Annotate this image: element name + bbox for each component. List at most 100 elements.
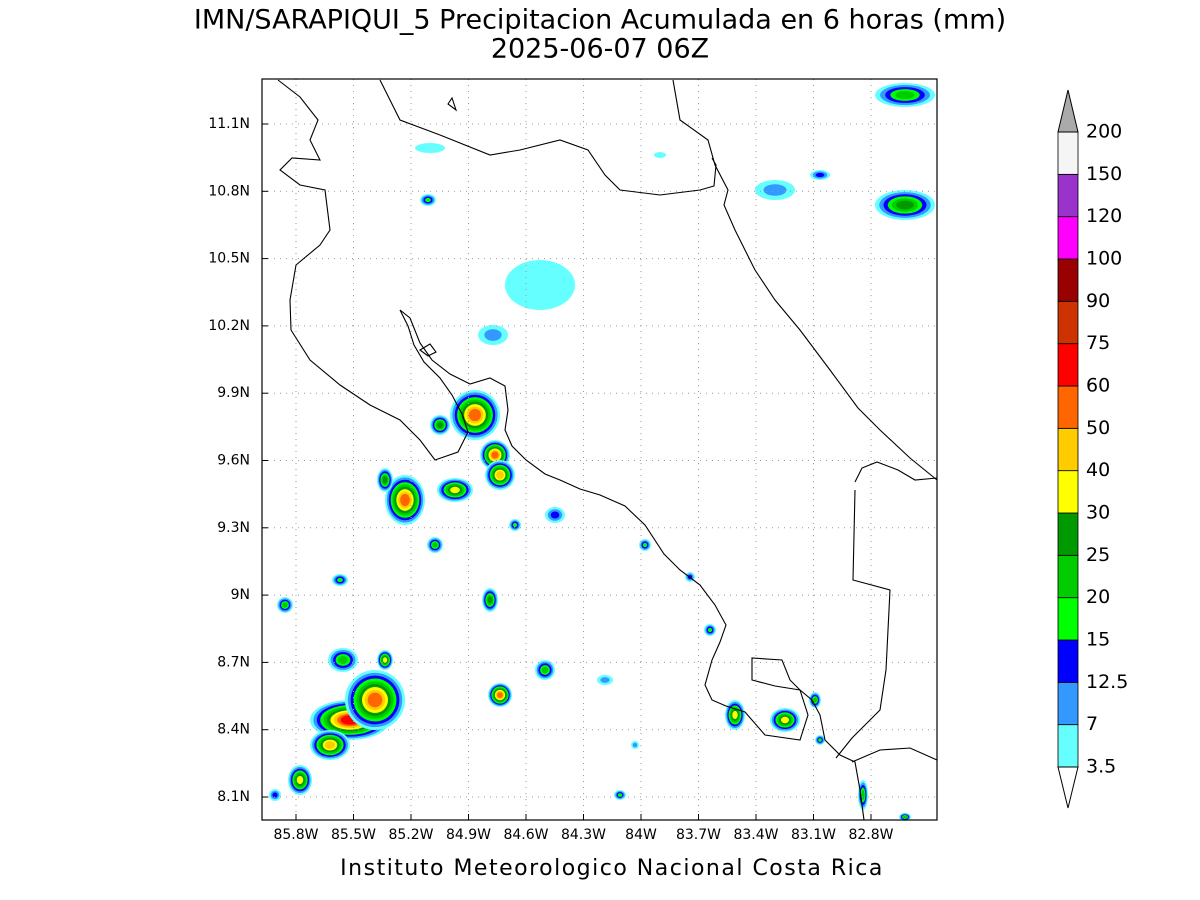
- precip-cell: [491, 451, 499, 459]
- precip-cell: [450, 486, 460, 494]
- lat-label: 10.5N: [208, 251, 250, 267]
- colorbar-over: [1057, 89, 1079, 133]
- colorbar-band: [1057, 554, 1079, 599]
- lon-label: 84.3W: [561, 827, 606, 843]
- lon-label: 85.5W: [331, 827, 376, 843]
- colorbar-label: 75: [1086, 332, 1110, 354]
- precip-cell: [903, 815, 907, 819]
- lat-label: 9N: [231, 587, 250, 603]
- lon-label: 84.9W: [446, 827, 491, 843]
- precip-cell: [861, 790, 865, 800]
- lon-label: 82.8W: [848, 827, 893, 843]
- precip-cell: [813, 697, 817, 703]
- precip-cell: [282, 602, 288, 608]
- colorbar-label: 12.5: [1086, 671, 1128, 693]
- map-frame: [261, 78, 938, 821]
- colorbar-band: [1057, 470, 1079, 514]
- colorbar-band: [1057, 597, 1079, 641]
- precip-cell: [815, 172, 825, 178]
- colorbar: 3.5 7 12.5 15 20 25 30 40 50 60 75 90 100 120 150 200: [1057, 89, 1128, 809]
- precip-cell: [425, 197, 431, 203]
- precip-cell: [600, 677, 610, 683]
- lon-label: 84W: [625, 827, 657, 843]
- colorbar-band: [1057, 512, 1079, 556]
- colorbar-label: 7: [1086, 713, 1098, 735]
- lat-label: 9.6N: [217, 453, 250, 469]
- precip-cell: [818, 738, 822, 742]
- lon-label: 83.4W: [733, 827, 778, 843]
- precip-cell: [272, 792, 278, 798]
- colorbar-label: 90: [1086, 290, 1110, 312]
- precip-cell: [617, 793, 623, 797]
- colorbar-band: [1057, 216, 1079, 260]
- colorbar-label: 25: [1086, 544, 1110, 566]
- precip-cell: [296, 775, 304, 785]
- precip-cell: [512, 522, 518, 528]
- coastlines: [277, 79, 938, 821]
- colorbar-label: 120: [1086, 205, 1122, 227]
- colorbar-label: 60: [1086, 375, 1110, 397]
- colorbar-label: 50: [1086, 417, 1110, 439]
- precip-cell: [707, 627, 713, 633]
- colorbar-label: 30: [1086, 502, 1110, 524]
- lat-label: 11.1N: [208, 116, 250, 132]
- precip-cell: [437, 422, 443, 428]
- precip-cell: [367, 692, 383, 708]
- colorbar-band: [1057, 427, 1079, 472]
- lon-label: 83.7W: [676, 827, 721, 843]
- colorbar-label: 200: [1086, 121, 1122, 143]
- precip-cell: [432, 542, 438, 548]
- lon-label: 85.8W: [273, 827, 318, 843]
- precip-cell: [541, 666, 549, 674]
- precip-cell: [415, 143, 445, 153]
- colorbar-band: [1057, 385, 1079, 429]
- precip-cell: [896, 200, 914, 210]
- precip-cell: [780, 716, 790, 724]
- lat-label: 8.7N: [217, 654, 250, 670]
- colorbar-band: [1057, 639, 1079, 683]
- precip-cell: [763, 184, 787, 196]
- colorbar-band: [1057, 300, 1079, 345]
- precip-cell: [496, 471, 504, 479]
- footer: Instituto Meteorologico Nacional Costa R…: [340, 856, 884, 881]
- precip-cell: [337, 577, 343, 583]
- colorbar-label: 40: [1086, 459, 1110, 481]
- precip-field: [269, 83, 935, 821]
- colorbar-band: [1057, 131, 1079, 175]
- colorbar-label: 20: [1086, 586, 1110, 608]
- precip-cell: [505, 260, 575, 310]
- precip-cell: [487, 596, 493, 604]
- colorbar-label: 3.5: [1086, 756, 1116, 778]
- lat-label: 8.4N: [217, 722, 250, 738]
- lat-label: 8.1N: [217, 789, 250, 805]
- colorbar-band: [1057, 724, 1079, 768]
- precip-cell: [732, 710, 738, 720]
- precip-cell: [324, 741, 336, 749]
- lat-label: 10.2N: [208, 318, 250, 334]
- lat-label: 10.8N: [208, 183, 250, 199]
- colorbar-band: [1057, 173, 1079, 218]
- precip-cell: [654, 152, 666, 158]
- colorbar-label: 15: [1086, 629, 1110, 651]
- colorbar-band: [1057, 681, 1079, 726]
- precip-cell: [642, 542, 648, 548]
- precip-cell: [497, 692, 503, 698]
- precip-cell: [484, 329, 502, 341]
- lon-label: 84.6W: [503, 827, 548, 843]
- lon-label: 83.1W: [791, 827, 836, 843]
- title: IMN/SARAPIQUI_5 Precipitacion Acumulada …: [194, 5, 1006, 36]
- precip-cell: [382, 657, 388, 663]
- lon-label: 85.2W: [388, 827, 433, 843]
- precip-cell: [468, 408, 482, 422]
- precip-cell: [632, 742, 638, 748]
- colorbar-band: [1057, 258, 1079, 302]
- precip-cell: [382, 476, 388, 484]
- lat-label: 9.3N: [217, 520, 250, 536]
- colorbar-band: [1057, 343, 1079, 387]
- subtitle: 2025-06-07 06Z: [491, 34, 709, 65]
- precip-cell: [400, 493, 410, 507]
- axes: 85.8W 85.5W 85.2W 84.9W 84.6W 84.3W 84W 83.7W 83…: [208, 116, 893, 843]
- precip-cell: [895, 91, 915, 99]
- colorbar-under: [1057, 766, 1079, 809]
- colorbar-label: 100: [1086, 248, 1122, 270]
